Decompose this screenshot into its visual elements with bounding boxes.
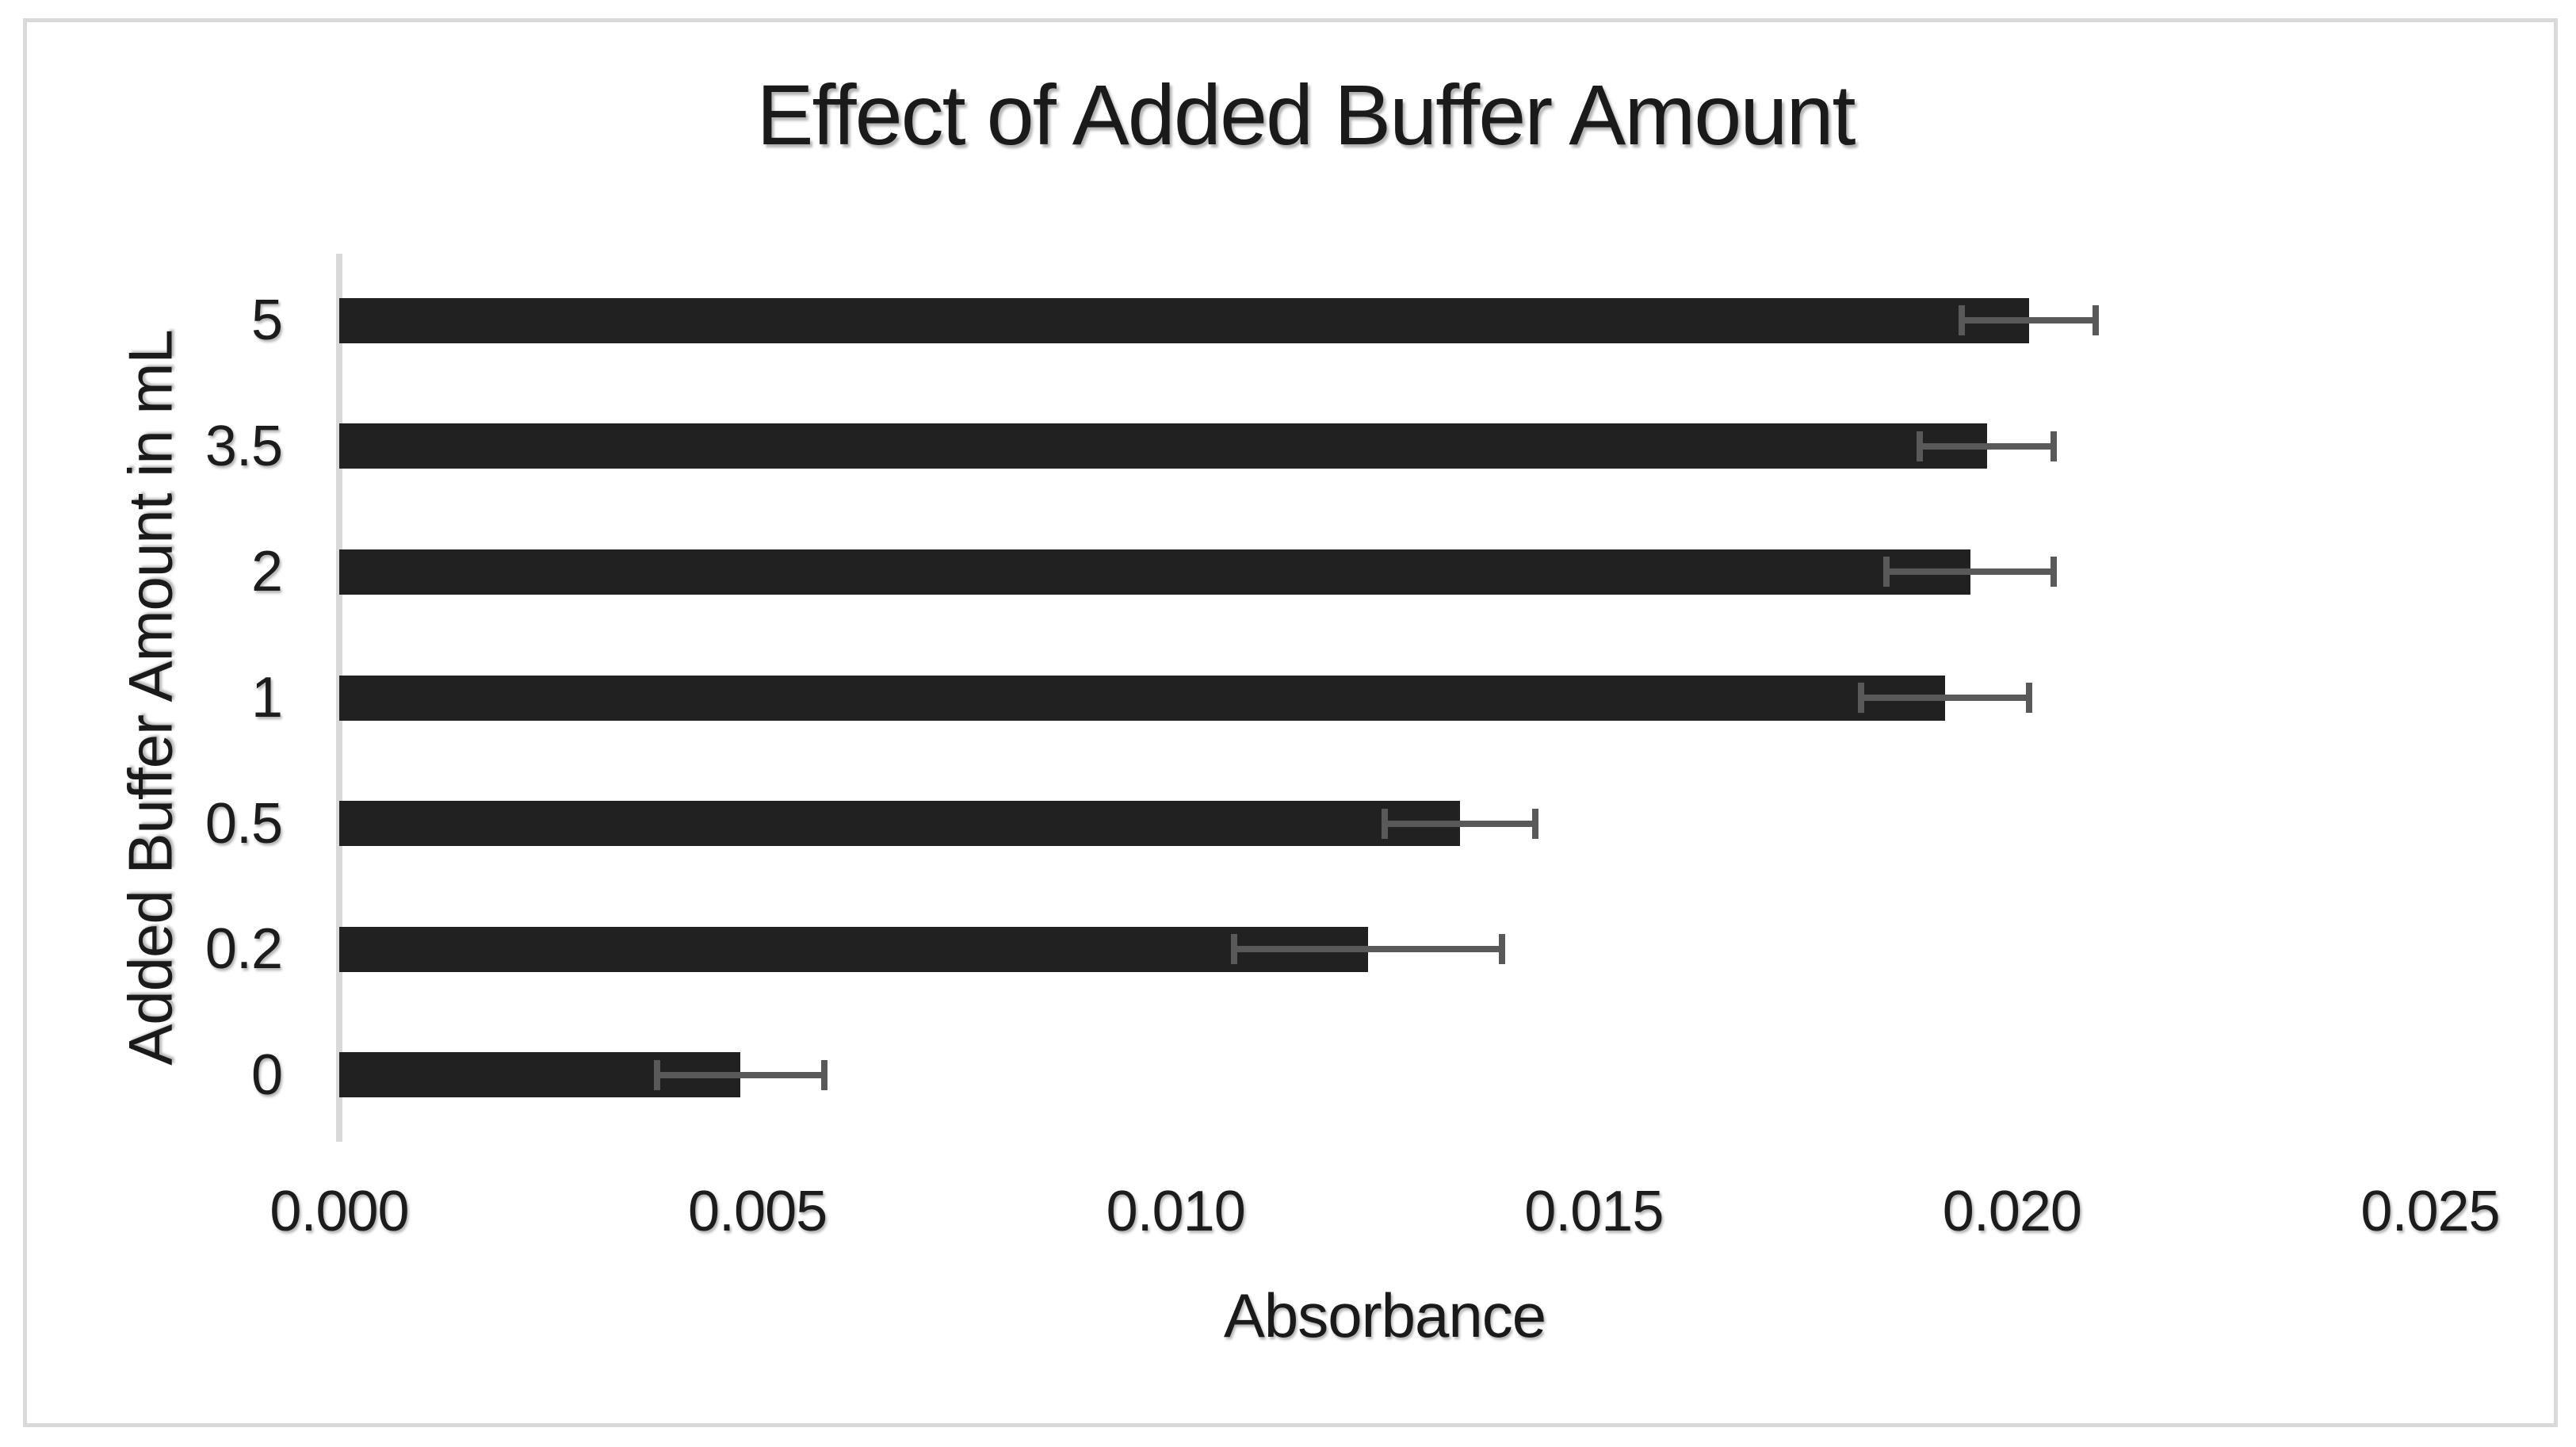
category-label: 0.5: [204, 791, 283, 856]
error-bar-cap: [2092, 305, 2099, 336]
category-label: 0: [250, 1043, 283, 1107]
category-label: 0.2: [204, 917, 283, 982]
error-bar: [656, 1071, 824, 1078]
bar: [339, 926, 1368, 972]
error-bar-cap: [1858, 683, 1865, 713]
chart-title: Effect of Added Buffer Amount: [756, 67, 1856, 163]
error-bar-cap: [2025, 683, 2032, 713]
error-bar-cap: [1382, 808, 1388, 839]
bar: [339, 297, 2029, 343]
error-bar: [1886, 568, 2054, 576]
chart-border: [23, 18, 2558, 1427]
x-tick-label: 0.020: [1942, 1180, 2082, 1243]
error-bar: [1861, 695, 2029, 701]
error-bar: [1234, 946, 1502, 953]
error-bar-cap: [1883, 557, 1890, 588]
x-tick-label: 0.010: [1106, 1180, 1246, 1243]
bar: [339, 549, 1970, 595]
error-bar-cap: [2050, 431, 2058, 461]
error-bar-cap: [1498, 934, 1505, 965]
category-label: 5: [250, 289, 283, 353]
error-bar-cap: [1531, 808, 1538, 839]
error-bar-cap: [821, 1059, 828, 1090]
error-bar-cap: [653, 1059, 660, 1090]
error-bar-cap: [1917, 431, 1924, 461]
error-bar: [1920, 442, 2054, 450]
error-bar-cap: [1959, 305, 1966, 336]
error-bar-cap: [2050, 557, 2058, 588]
category-label: 3.5: [204, 414, 283, 478]
x-tick-label: 0.005: [688, 1180, 827, 1243]
error-bar-cap: [1231, 934, 1238, 965]
category-label: 1: [250, 665, 283, 729]
error-bar: [1962, 317, 2096, 324]
bar: [339, 675, 1945, 721]
category-label: 2: [250, 540, 283, 604]
bar: [339, 801, 1460, 847]
plot-area: [336, 254, 2430, 1142]
x-tick-label: 0.015: [1524, 1180, 1664, 1243]
x-tick-label: 0.025: [2360, 1180, 2500, 1243]
bar: [339, 423, 1987, 469]
x-axis-title: Absorbance: [1223, 1280, 1546, 1350]
x-tick-label: 0.000: [269, 1180, 409, 1243]
error-bar: [1385, 820, 1535, 827]
